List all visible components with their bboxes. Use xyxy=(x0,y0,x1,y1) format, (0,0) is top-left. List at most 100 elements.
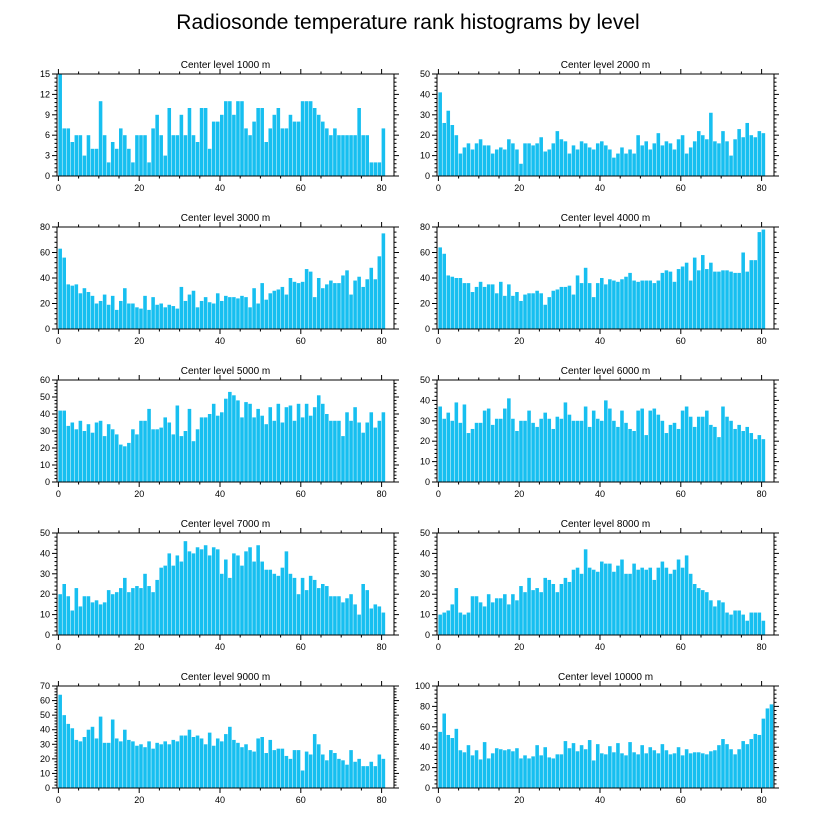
histogram-bar xyxy=(203,417,208,482)
histogram-bar xyxy=(308,754,313,788)
histogram-bar xyxy=(357,758,361,788)
histogram-bar xyxy=(583,406,588,482)
histogram-bar xyxy=(82,431,87,482)
histogram-bar xyxy=(66,128,71,176)
histogram-bar xyxy=(749,260,754,329)
histogram-bar xyxy=(494,418,499,482)
histogram-bar xyxy=(333,128,337,176)
histogram-bar xyxy=(252,561,256,635)
histogram-bar xyxy=(725,744,729,788)
histogram-bar xyxy=(454,402,459,482)
histogram-bar xyxy=(717,143,721,176)
x-tick-label: 80 xyxy=(377,336,387,346)
histogram-bar xyxy=(535,290,539,329)
histogram-bar xyxy=(325,586,329,635)
histogram-bar xyxy=(579,420,584,482)
histogram-bar xyxy=(264,753,268,788)
histogram-bar xyxy=(300,577,305,635)
histogram-bar xyxy=(191,441,196,482)
histogram-bar xyxy=(123,729,127,788)
histogram-bar xyxy=(110,719,115,788)
x-tick-label: 80 xyxy=(377,489,387,499)
y-tick-label: 40 xyxy=(420,273,430,283)
histogram-bar xyxy=(187,294,192,329)
histogram-bar xyxy=(531,756,535,788)
histogram-bar xyxy=(729,749,733,788)
histogram-bar xyxy=(571,743,576,788)
histogram-bar xyxy=(365,422,369,482)
histogram-bar xyxy=(450,604,455,635)
histogram-bar xyxy=(648,410,653,482)
histogram-bar xyxy=(337,758,341,788)
histogram-bar xyxy=(547,149,552,176)
histogram-bar xyxy=(701,416,705,482)
histogram-bar xyxy=(628,573,632,635)
histogram-bar xyxy=(135,135,139,176)
histogram-bar xyxy=(300,281,305,329)
histogram-bar xyxy=(688,147,693,176)
panel-title: Center level 7000 m xyxy=(181,519,271,530)
histogram-bar xyxy=(94,738,99,788)
histogram-bar xyxy=(377,606,382,635)
histogram-bar xyxy=(608,408,612,482)
histogram-bar xyxy=(102,742,107,788)
histogram-bar xyxy=(296,283,301,329)
x-tick-label: 20 xyxy=(134,642,144,652)
histogram-bar xyxy=(680,266,685,329)
histogram-bar xyxy=(187,108,192,176)
histogram-bar xyxy=(377,162,382,176)
histogram-bar xyxy=(163,565,167,635)
histogram-bar xyxy=(454,588,459,635)
histogram-bar xyxy=(272,573,277,635)
y-tick-label: 30 xyxy=(40,426,50,436)
histogram-bar xyxy=(620,410,624,482)
histogram-bar xyxy=(224,734,228,788)
histogram-bar xyxy=(316,114,321,176)
histogram-bar xyxy=(171,434,176,482)
histogram-bar xyxy=(377,754,382,788)
histogram-bar xyxy=(515,748,519,788)
histogram-bar xyxy=(539,592,543,635)
histogram-bar xyxy=(761,620,766,635)
panel-4: Center level 4000 m 0 20 40 60 80 0 20 40 60 80 xyxy=(420,213,779,346)
histogram-bar xyxy=(325,284,329,330)
histogram-bar xyxy=(211,303,216,329)
histogram-bar xyxy=(705,410,709,482)
histogram-bar xyxy=(462,752,467,788)
histogram-bar xyxy=(749,739,754,788)
histogram-bar xyxy=(248,750,252,788)
histogram-bar xyxy=(296,121,301,176)
histogram-bar xyxy=(62,257,66,329)
histogram-bar xyxy=(676,428,681,482)
y-tick-label: 20 xyxy=(40,443,50,453)
histogram-bar xyxy=(696,588,701,635)
histogram-bar xyxy=(571,145,576,176)
x-tick-label: 0 xyxy=(56,795,61,805)
histogram-bar xyxy=(187,729,192,788)
histogram-bar xyxy=(515,600,519,635)
y-tick-label: 30 xyxy=(420,110,430,120)
histogram-bar xyxy=(701,753,705,788)
histogram-bar xyxy=(321,121,325,176)
histogram-bar xyxy=(70,422,75,482)
histogram-bar xyxy=(337,283,341,329)
histogram-bar xyxy=(696,270,701,329)
histogram-bar xyxy=(539,137,543,176)
x-tick-label: 60 xyxy=(296,183,306,193)
histogram-bar xyxy=(474,750,479,788)
histogram-bar xyxy=(507,139,511,176)
histogram-bar xyxy=(753,612,758,635)
histogram-bar xyxy=(316,278,321,329)
histogram-bar xyxy=(308,575,313,635)
histogram-bar xyxy=(696,416,701,482)
histogram-bar xyxy=(288,278,293,329)
histogram-bar xyxy=(94,600,99,635)
histogram-bar xyxy=(292,281,297,329)
histogram-bar xyxy=(656,133,661,176)
histogram-bar xyxy=(82,288,87,329)
histogram-bar xyxy=(353,761,357,788)
histogram-bar xyxy=(333,420,337,482)
histogram-bar xyxy=(353,135,357,176)
histogram-bar xyxy=(167,553,172,635)
